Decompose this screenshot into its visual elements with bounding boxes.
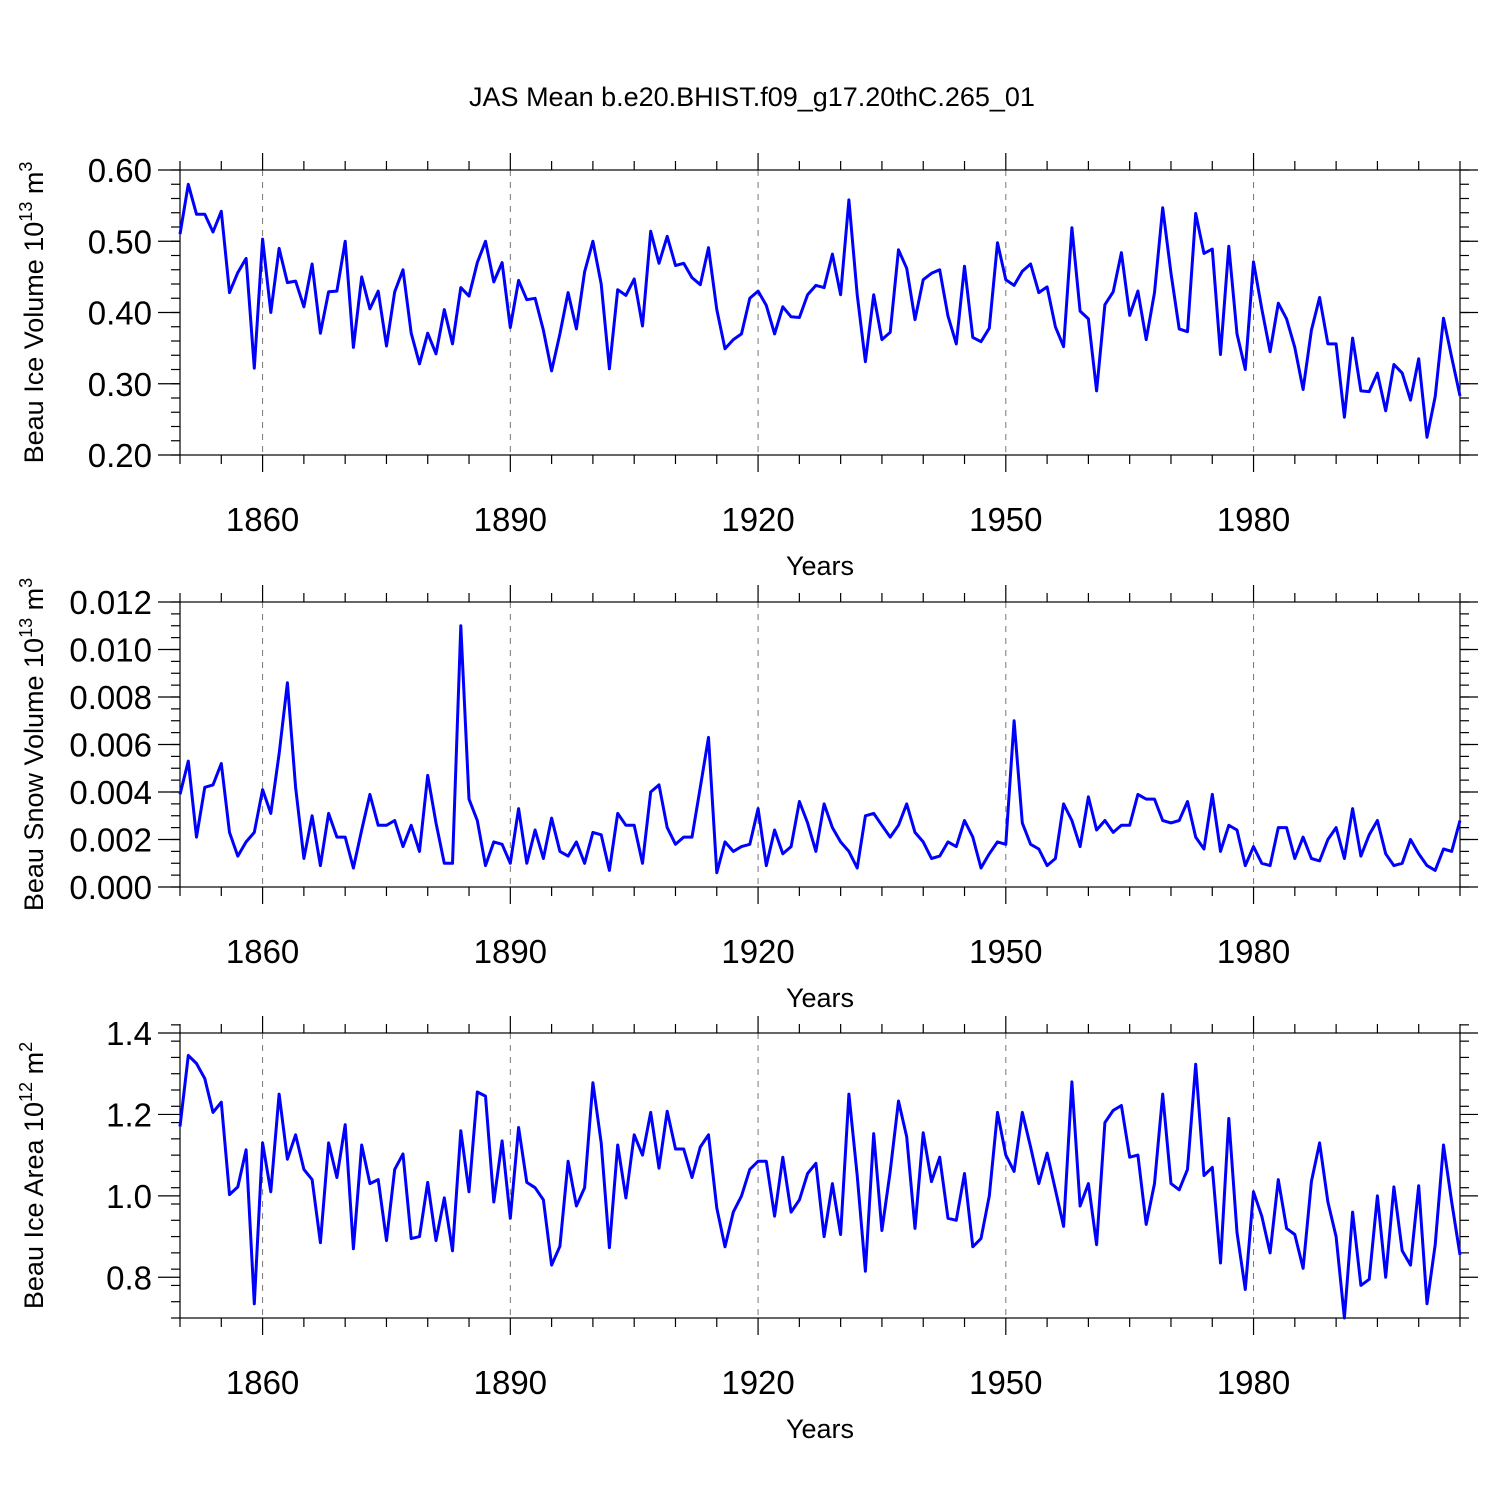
plot-frame — [179, 169, 1461, 456]
series-line — [178, 624, 1462, 875]
x-tick-label: 1920 — [721, 933, 794, 970]
x-tick-label: 1860 — [226, 501, 299, 538]
x-tick-label: 1950 — [969, 501, 1042, 538]
x-tick-label: 1860 — [226, 1364, 299, 1401]
x-tick-label: 1920 — [721, 501, 794, 538]
x-axis-title: Years — [786, 1414, 854, 1444]
y-axis-title: Beau Ice Area 1012 m2 — [16, 1042, 49, 1309]
y-tick-label: 0.000 — [69, 869, 152, 906]
y-tick-label: 0.006 — [69, 727, 152, 764]
x-tick-label: 1950 — [969, 933, 1042, 970]
x-tick-label: 1980 — [1217, 1364, 1290, 1401]
x-tick-label: 1980 — [1217, 933, 1290, 970]
y-tick-label: 0.012 — [69, 584, 152, 621]
panel-2: 0.000 0.002 0.004 0.006 0.008 0.010 0.012 1860 1… — [16, 578, 1478, 1013]
x-tick-label: 1890 — [474, 1364, 547, 1401]
series-line — [178, 182, 1462, 439]
y-tick-label: 0.30 — [88, 366, 152, 403]
y-axis-title: Beau Ice Volume 1013 m3 — [16, 162, 49, 464]
x-tick-label: 1980 — [1217, 501, 1290, 538]
x-tick-label: 1890 — [474, 501, 547, 538]
y-tick-label: 0.60 — [88, 152, 152, 189]
y-axis-title: Beau Snow Volume 1013 m3 — [16, 578, 49, 911]
y-tick-label: 0.40 — [88, 295, 152, 332]
y-tick-label: 1.2 — [106, 1096, 152, 1133]
y-tick-label: 0.20 — [88, 437, 152, 474]
x-tick-label: 1890 — [474, 933, 547, 970]
x-tick-label: 1860 — [226, 933, 299, 970]
y-tick-label: 0.004 — [69, 774, 152, 811]
y-tick-label: 0.002 — [69, 822, 152, 859]
x-tick-label: 1950 — [969, 1364, 1042, 1401]
y-tick-label: 0.010 — [69, 632, 152, 669]
series-line — [178, 1053, 1462, 1320]
y-tick-label: 0.8 — [106, 1259, 152, 1296]
plot-frame — [179, 1032, 1461, 1319]
y-tick-label: 0.008 — [69, 679, 152, 716]
panel-3: 0.8 1.0 1.2 1.4 1860 1890 1920 1950 1980 Years Bea… — [16, 1015, 1478, 1444]
y-tick-label: 1.0 — [106, 1178, 152, 1215]
y-tick-label: 1.4 — [106, 1015, 152, 1052]
panels: 0.20 0.30 0.40 0.50 0.60 1860 1890 1920 1950 1980… — [16, 152, 1478, 1444]
chart-title: JAS Mean b.e20.BHIST.f09_g17.20thC.265_0… — [469, 82, 1035, 112]
x-tick-label: 1920 — [721, 1364, 794, 1401]
x-axis-title: Years — [786, 551, 854, 581]
panel-1: 0.20 0.30 0.40 0.50 0.60 1860 1890 1920 1950 1980… — [16, 152, 1478, 581]
x-axis-title: Years — [786, 983, 854, 1013]
y-tick-label: 0.50 — [88, 223, 152, 260]
plot-frame — [179, 601, 1461, 888]
